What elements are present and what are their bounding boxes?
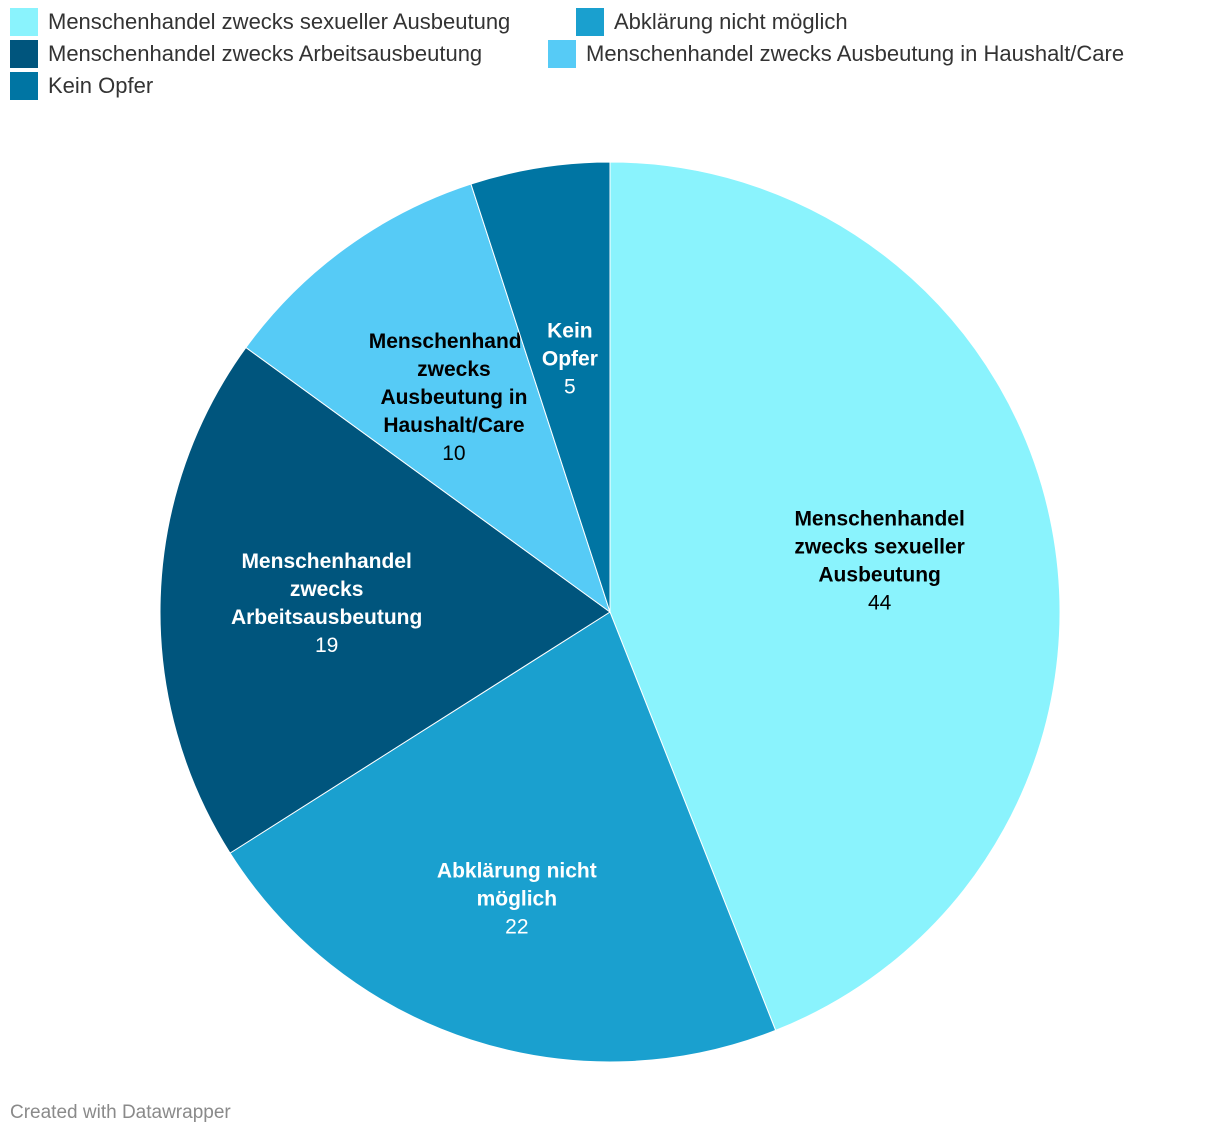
legend-item-kein-opfer: Kein Opfer xyxy=(10,72,153,100)
pie-slice xyxy=(609,161,1061,1032)
slice-label-line: zwecks xyxy=(290,578,364,601)
legend-swatch xyxy=(10,8,38,36)
slice-label-line: zwecks xyxy=(417,358,491,381)
slice-label: Menschenhandel zwecks Ausbeutung in Haushal… xyxy=(369,330,539,465)
legend-label: Kein Opfer xyxy=(48,73,154,98)
legend-label: Menschenhandel zwecks sexueller Ausbeutu… xyxy=(48,9,511,34)
slice-value: 5 xyxy=(564,376,576,399)
legend-label: Abklärung nicht möglich xyxy=(614,9,848,34)
legend-label: Menschenhandel zwecks Arbeitsausbeutung xyxy=(48,41,483,66)
legend-swatch xyxy=(576,8,604,36)
legend-swatch xyxy=(10,40,38,68)
slice-label-line: zwecks sexueller xyxy=(794,536,964,559)
slice-label: Kein Opfer 5 xyxy=(542,320,598,399)
pie-slice xyxy=(470,161,611,613)
pie-slice xyxy=(229,611,777,1063)
legend-row: Menschenhandel zwecks sexueller Ausbeutu… xyxy=(10,6,1210,38)
slice-label: Menschenhandel zwecks Arbeitsausbeutung 19 xyxy=(231,550,422,657)
slice-label-line: Menschenhandel xyxy=(794,508,964,531)
legend-row: Kein Opfer xyxy=(10,70,1210,102)
slice-label: Abklärung nicht möglich 22 xyxy=(437,860,597,939)
legend-item-abklaerung: Abklärung nicht möglich xyxy=(576,8,848,36)
slice-value: 22 xyxy=(505,916,528,939)
slice-label-line: Abklärung nicht xyxy=(437,860,597,883)
slice-label-line: Menschenhandel xyxy=(241,550,411,573)
slice-label-line: Arbeitsausbeutung xyxy=(231,606,422,629)
footer-credit: Created with Datawrapper xyxy=(10,1102,231,1123)
slice-value: 44 xyxy=(868,592,892,615)
slice-value: 19 xyxy=(315,634,338,657)
legend-row: Menschenhandel zwecks Arbeitsausbeutung … xyxy=(10,38,1210,70)
legend-item-arbeitsausbeutung: Menschenhandel zwecks Arbeitsausbeutung xyxy=(10,40,522,68)
slice-label: Menschenhandel zwecks sexueller Ausbeutung… xyxy=(794,508,964,615)
slice-label-line: Ausbeutung xyxy=(818,564,940,587)
slice-label-line: Ausbeutung in xyxy=(380,386,527,409)
slice-label-line: Opfer xyxy=(542,348,598,371)
pie-slice xyxy=(159,346,611,854)
legend-swatch xyxy=(10,72,38,100)
slice-label-line: Haushalt/Care xyxy=(383,414,524,437)
slice-label-line: Kein xyxy=(547,320,593,343)
slice-label-line: Menschenhandel xyxy=(369,330,539,353)
legend-item-sexuelle-ausbeutung: Menschenhandel zwecks sexueller Ausbeutu… xyxy=(10,8,550,36)
legend-label: Menschenhandel zwecks Ausbeutung in Haus… xyxy=(586,41,1125,66)
legend-swatch xyxy=(548,40,576,68)
chart-legend: Menschenhandel zwecks sexueller Ausbeutu… xyxy=(10,6,1210,102)
pie-slice xyxy=(245,183,611,614)
slice-value: 10 xyxy=(442,442,465,465)
legend-item-haushalt-care: Menschenhandel zwecks Ausbeutung in Haus… xyxy=(548,40,1124,68)
slice-label-line: möglich xyxy=(477,888,558,911)
